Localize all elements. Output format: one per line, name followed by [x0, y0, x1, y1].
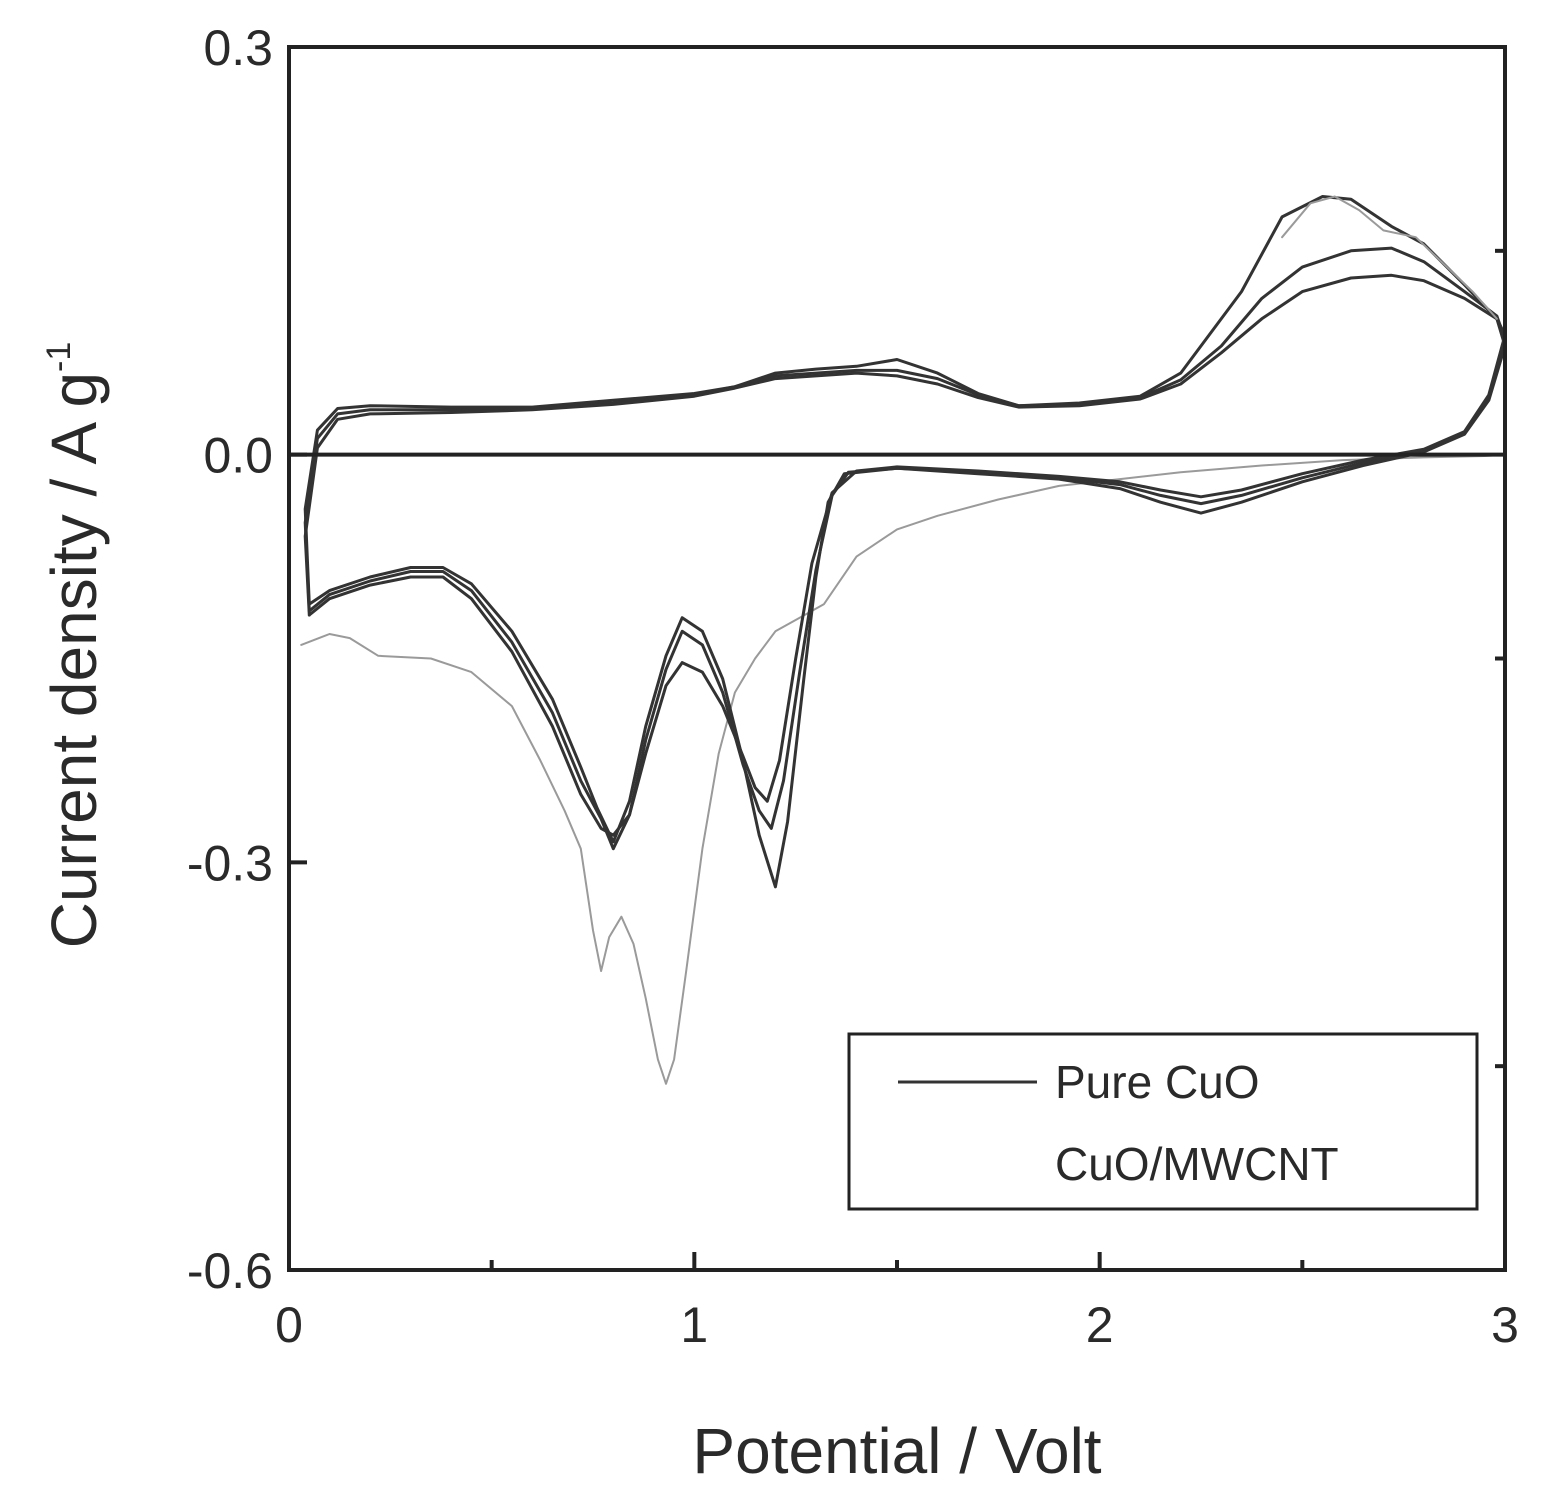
series-line-cycle-2	[303, 195, 1507, 889]
series-layer	[300, 195, 1507, 1085]
x-tick-label: 1	[680, 1297, 708, 1353]
series-line-cycle-5	[1281, 195, 1498, 320]
legend-box	[847, 1032, 1479, 1211]
y-axis-ticks: 0.3 0.0 -0.3 -0.6	[187, 20, 1505, 1299]
y-tick-label: 0.3	[203, 20, 273, 76]
x-axis-title: Potential / Volt	[692, 1415, 1101, 1487]
y-tick-label: -0.6	[187, 1243, 273, 1299]
y-axis-title-main: Current density / A g	[38, 372, 110, 948]
x-tick-label: 0	[275, 1297, 303, 1353]
x-tick-label: 2	[1086, 1297, 1114, 1353]
series-line-cycle-4	[303, 273, 1507, 837]
y-axis-title-superscript: -1	[40, 342, 78, 372]
y-axis-title: Current density / A g-1	[38, 342, 110, 949]
legend-label-cuo-mwcnt: CuO/MWCNT	[1055, 1138, 1339, 1190]
x-tick-label: 3	[1491, 1297, 1519, 1353]
legend: Pure CuO CuO/MWCNT	[847, 1032, 1479, 1211]
x-axis-ticks: 0 1 2 3	[275, 1252, 1519, 1353]
legend-label-pure-cuo: Pure CuO	[1055, 1056, 1260, 1108]
y-tick-label: 0.0	[203, 428, 273, 484]
y-tick-label: -0.3	[187, 835, 273, 891]
